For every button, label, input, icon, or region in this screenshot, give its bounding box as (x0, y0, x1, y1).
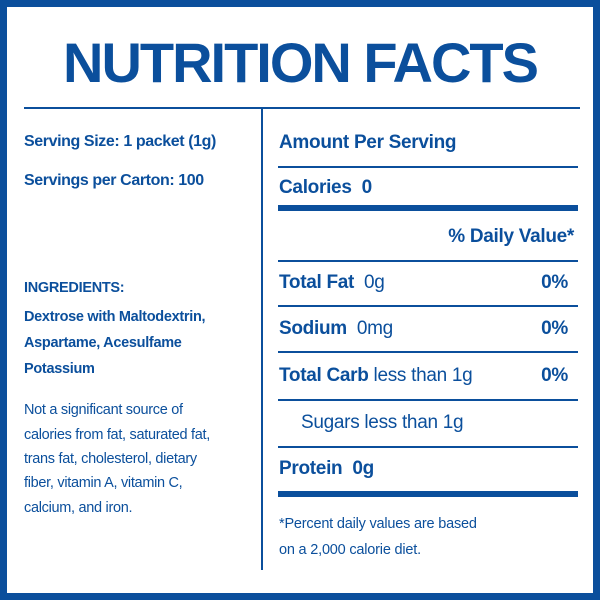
nutrient-dv: 0% (541, 365, 568, 386)
column-divider (261, 108, 263, 570)
note-line: calcium, and iron. (24, 500, 133, 516)
nutrient-amount: less than 1g (373, 365, 473, 386)
note-line: fiber, vitamin A, vitamin C, (24, 475, 183, 491)
divider (278, 399, 578, 401)
note-line: calories from fat, saturated fat, (24, 427, 210, 443)
nutrient-row-sodium: Sodium 0mg (279, 318, 393, 340)
nutrient-name: Sodium (279, 318, 347, 339)
divider (278, 446, 578, 448)
divider (278, 351, 578, 353)
nutrient-name: Total Fat (279, 272, 355, 293)
ingredients-line: Potassium (24, 361, 95, 377)
divider (278, 260, 578, 262)
nutrient-dv: 0% (541, 318, 568, 339)
protein-value: 0g (352, 458, 374, 479)
nutrient-dv: 0% (541, 272, 568, 293)
title-divider (24, 107, 580, 109)
note-line: Not a significant source of (24, 402, 183, 418)
calories-label: Calories (279, 177, 352, 198)
nutrient-row-total-carb: Total Carb less than 1g (279, 365, 473, 387)
ingredients-line: Dextrose with Maltodextrin, (24, 309, 206, 325)
footnote-line: *Percent daily values are based (279, 516, 477, 532)
serving-size: Serving Size: 1 packet (1g) (24, 133, 216, 150)
calories-row: Calories 0 (279, 177, 372, 199)
servings-per-carton: Servings per Carton: 100 (24, 172, 204, 189)
nutrient-amount: 0g (364, 272, 385, 293)
amount-per-serving: Amount Per Serving (279, 132, 457, 153)
page-title: NUTRITION FACTS (63, 31, 539, 94)
divider (278, 305, 578, 307)
thick-divider (278, 205, 578, 211)
nutrient-row-total-fat: Total Fat 0g (279, 272, 385, 294)
footnote-line: on a 2,000 calorie diet. (279, 542, 421, 558)
note-line: trans fat, cholesterol, dietary (24, 451, 197, 467)
protein-label: Protein (279, 458, 343, 479)
ingredients-line: Aspartame, Acesulfame (24, 335, 182, 351)
sugars-row: Sugars less than 1g (301, 412, 464, 433)
nutrient-amount: 0mg (356, 318, 393, 339)
thick-divider (278, 491, 578, 497)
calories-value: 0 (361, 177, 373, 198)
protein-row: Protein 0g (279, 458, 374, 480)
divider (278, 166, 578, 168)
daily-value-header: % Daily Value* (448, 226, 574, 247)
ingredients-heading: INGREDIENTS: (24, 280, 125, 296)
nutrient-name: Total Carb (279, 365, 369, 386)
